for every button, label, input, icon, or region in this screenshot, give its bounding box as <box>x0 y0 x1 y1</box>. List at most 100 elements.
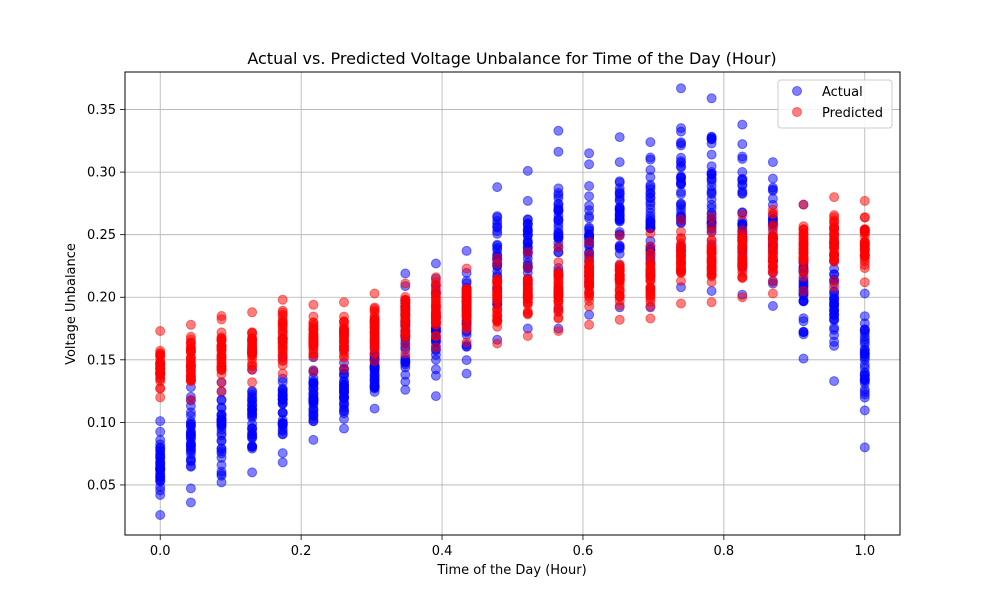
actual-point <box>584 229 595 239</box>
actual-point <box>859 350 870 361</box>
actual-point <box>767 184 778 195</box>
actual-point <box>522 230 533 241</box>
predicted-point <box>522 331 533 341</box>
actual-point <box>155 471 166 482</box>
predicted-point <box>277 324 288 335</box>
actual-point <box>247 412 258 423</box>
actual-point <box>737 153 748 164</box>
actual-point <box>155 510 166 520</box>
actual-point <box>676 178 686 189</box>
actual-point <box>492 212 503 223</box>
actual-point <box>277 457 288 468</box>
actual-point <box>614 176 625 187</box>
actual-point <box>185 427 196 438</box>
y-tick-label: 0.35 <box>87 103 116 118</box>
actual-point <box>553 125 564 136</box>
actual-point <box>247 467 258 478</box>
actual-point <box>859 389 870 400</box>
y-axis-label: Voltage Unbalance <box>64 243 79 365</box>
actual-point <box>308 416 319 427</box>
predicted-point <box>369 302 380 313</box>
actual-point <box>155 490 166 500</box>
predicted-point <box>185 337 196 348</box>
legend-label-predicted: Predicted <box>822 106 883 121</box>
actual-point <box>553 216 564 226</box>
predicted-point <box>829 275 840 286</box>
actual-point <box>277 448 288 459</box>
predicted-point <box>185 356 196 367</box>
predicted-point <box>400 304 411 315</box>
predicted-point <box>247 327 258 338</box>
actual-point <box>645 154 656 165</box>
actual-point <box>155 416 166 427</box>
predicted-point <box>584 237 595 248</box>
predicted-point <box>584 319 595 330</box>
predicted-point <box>461 337 472 348</box>
predicted-point <box>829 224 840 234</box>
predicted-point <box>247 307 258 318</box>
predicted-point <box>706 246 717 256</box>
actual-point <box>614 186 625 197</box>
actual-point <box>155 449 166 460</box>
actual-point <box>737 188 748 199</box>
actual-point <box>614 194 625 205</box>
actual-point <box>645 137 656 148</box>
predicted-point <box>216 361 227 372</box>
actual-point <box>767 173 778 184</box>
actual-point <box>829 305 840 316</box>
predicted-point <box>553 296 564 307</box>
predicted-point <box>706 270 717 281</box>
predicted-point <box>676 298 686 309</box>
actual-point <box>492 222 503 233</box>
actual-point <box>829 340 840 351</box>
actual-point <box>614 240 625 251</box>
predicted-point <box>522 309 533 320</box>
predicted-point <box>461 294 472 305</box>
predicted-point <box>430 331 441 342</box>
actual-point <box>277 377 288 388</box>
predicted-point <box>155 392 166 403</box>
predicted-point <box>339 320 349 331</box>
actual-point <box>737 139 748 150</box>
actual-point <box>767 193 778 204</box>
predicted-point <box>369 348 380 359</box>
predicted-point <box>706 257 717 268</box>
predicted-point <box>553 270 564 281</box>
actual-point <box>339 423 349 434</box>
predicted-point <box>737 271 748 282</box>
predicted-point <box>492 315 503 326</box>
predicted-point <box>645 228 656 239</box>
actual-point <box>216 443 227 454</box>
predicted-point <box>614 314 625 325</box>
predicted-point <box>277 360 288 371</box>
x-tick-label: 0.8 <box>714 544 735 559</box>
actual-point <box>676 137 686 148</box>
predicted-point <box>767 208 778 219</box>
actual-point <box>706 149 717 160</box>
predicted-point <box>308 366 319 377</box>
legend-marker-predicted <box>792 107 802 117</box>
predicted-point <box>461 263 472 274</box>
predicted-point <box>737 292 748 303</box>
predicted-point <box>737 262 748 272</box>
y-tick-label: 0.30 <box>87 166 116 181</box>
predicted-point <box>798 199 809 210</box>
predicted-point <box>584 265 595 276</box>
actual-point <box>706 161 717 172</box>
actual-point <box>706 194 717 205</box>
actual-point <box>400 376 411 387</box>
actual-point <box>706 286 717 296</box>
predicted-point <box>553 242 564 253</box>
predicted-point <box>645 313 656 324</box>
actual-point <box>645 165 656 175</box>
actual-point <box>614 132 625 143</box>
actual-point <box>706 133 717 144</box>
predicted-point <box>277 309 288 320</box>
actual-point <box>645 193 656 204</box>
predicted-series <box>155 192 870 405</box>
predicted-point <box>798 253 809 264</box>
actual-point <box>645 216 656 227</box>
actual-point <box>461 368 472 379</box>
predicted-point <box>216 386 227 397</box>
